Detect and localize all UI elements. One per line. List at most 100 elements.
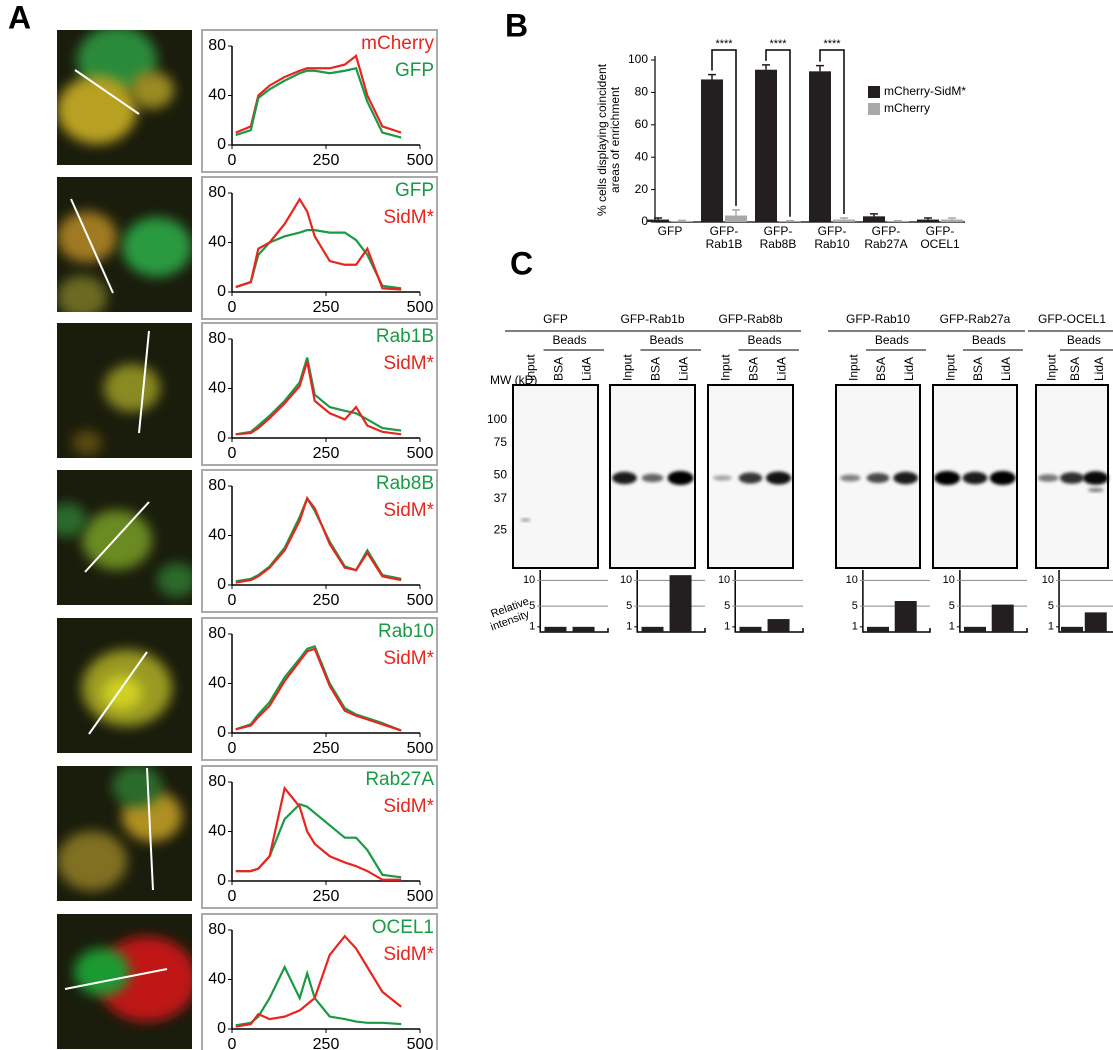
lane-label: BSA (1068, 357, 1082, 381)
lane-label: LidA (775, 357, 789, 381)
x-tick-label: 250 (313, 740, 340, 757)
intensity-bar (894, 601, 917, 632)
intensity-bar (991, 604, 1014, 632)
y-tick-label: 40 (208, 380, 226, 397)
x-tick-label: 250 (313, 152, 340, 169)
series-label: SidM* (383, 207, 434, 228)
profile-line (88, 651, 148, 735)
y-tick-label: 40 (635, 149, 649, 163)
profile-line (138, 330, 150, 434)
profile-line (146, 767, 154, 891)
series-label: OCEL1 (372, 917, 434, 938)
y-axis-label: % cells displaying coincident (595, 63, 609, 216)
x-tick-label: 500 (407, 299, 434, 316)
intensity-bar (767, 619, 790, 632)
profile-curve (235, 66, 402, 139)
micrograph (57, 914, 192, 1049)
intensity-bar (572, 626, 595, 632)
panel-label: B (505, 7, 528, 43)
profile-frame (201, 322, 438, 466)
beads-label: Beads (1067, 333, 1101, 347)
y-tick-label: 5 (626, 600, 632, 612)
bar (917, 219, 939, 222)
x-tick-label: 250 (313, 445, 340, 462)
band (840, 474, 861, 482)
bar (941, 219, 963, 222)
series-label: SidM* (383, 648, 434, 669)
y-tick-label: 80 (208, 921, 226, 938)
profile-frame (201, 176, 438, 320)
error-bar (816, 64, 824, 72)
x-tick-label: GFP- (872, 224, 901, 238)
y-tick-label: 0 (217, 576, 226, 593)
legend-swatch (868, 103, 880, 115)
x-tick-label: 0 (228, 1036, 237, 1050)
y-tick-label: 40 (208, 675, 226, 692)
x-tick-label: GFP- (764, 224, 793, 238)
intensity-bar (1084, 612, 1107, 632)
lane-label: BSA (874, 357, 888, 381)
y-tick-label: 80 (208, 625, 226, 642)
legend-label: mCherry-SidM* (884, 84, 966, 98)
mw-label: MW (kD) (490, 373, 537, 387)
bar (671, 221, 693, 222)
series-label: Rab10 (378, 621, 434, 642)
intensity-bar (964, 626, 986, 632)
lane-label: Input (621, 354, 635, 381)
intensity-bar (641, 626, 664, 632)
y-tick-label: 0 (641, 214, 648, 228)
cells (72, 330, 160, 456)
band (712, 475, 732, 481)
band (1087, 488, 1104, 492)
bar (725, 215, 747, 222)
cell (57, 76, 137, 144)
mw-marker-label: 100 (487, 412, 507, 426)
bar (833, 219, 855, 222)
profile-frame (201, 765, 438, 909)
micrograph (57, 323, 192, 458)
x-tick-label: GFP- (818, 224, 847, 238)
intensity-bar (1061, 626, 1083, 632)
group-title: GFP-Rab8b (718, 312, 782, 326)
y-tick-label: 80 (208, 184, 226, 201)
cell (102, 676, 142, 710)
series-label: GFP (395, 60, 434, 81)
series-label: mCherry (361, 33, 434, 54)
cell (57, 503, 87, 537)
significance-bracket (711, 49, 737, 206)
y-tick-label: 40 (208, 234, 226, 251)
intensity-bar (739, 626, 762, 632)
significance-label: **** (715, 38, 733, 50)
series-label: Rab1B (376, 326, 434, 347)
cells (57, 30, 174, 144)
x-tick-label: Rab1B (706, 237, 743, 251)
cells (82, 649, 172, 735)
significance-label: **** (823, 38, 841, 50)
y-tick-label: 10 (523, 574, 535, 586)
profile-curve (235, 360, 402, 436)
x-tick-label: GFP- (926, 224, 955, 238)
cells (64, 936, 192, 1022)
y-tick-label: 20 (635, 182, 649, 196)
x-tick-label: GFP (658, 224, 683, 238)
cell (122, 217, 192, 277)
cell (82, 510, 152, 570)
y-tick-label: 80 (208, 773, 226, 790)
y-tick-label: 1 (529, 621, 535, 633)
profile-frame (201, 469, 438, 613)
band (1060, 472, 1084, 484)
y-tick-label: 40 (208, 87, 226, 104)
y-tick-label: 10 (943, 574, 955, 586)
panel-label: A (8, 0, 31, 35)
y-tick-label: 5 (852, 600, 858, 612)
profile-curve (235, 647, 402, 732)
bar (701, 79, 723, 222)
group-title: GFP-OCEL1 (1038, 312, 1106, 326)
band (667, 471, 694, 485)
profile-curve (235, 964, 402, 1027)
x-tick-label: Rab27A (864, 237, 907, 251)
lane-label: LidA (677, 357, 691, 381)
legend-label: mCherry (884, 101, 930, 115)
group-title: GFP-Rab27a (940, 312, 1011, 326)
y-tick-label: 60 (635, 117, 649, 131)
